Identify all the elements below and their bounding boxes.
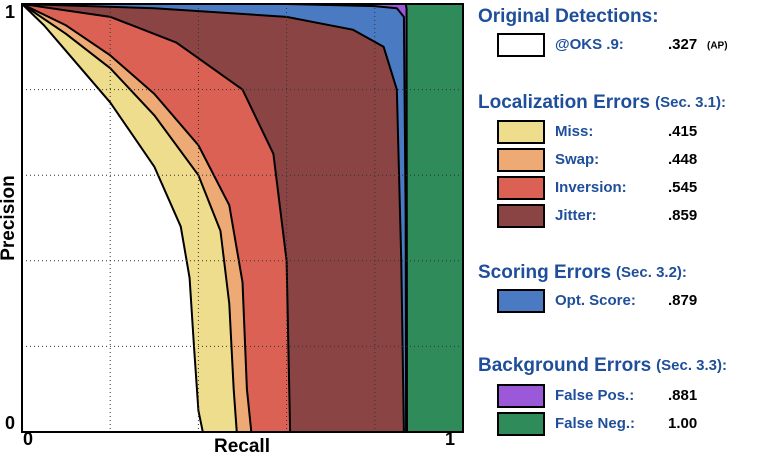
legend-label: Swap:	[555, 151, 599, 168]
legend-label: @OKS .9:	[555, 36, 624, 53]
legend-label: Jitter:	[555, 207, 597, 224]
legend-heading-section: (Sec. 3.2):	[616, 264, 687, 281]
legend-swatch	[497, 148, 545, 172]
area	[22, 4, 204, 432]
legend-label: Opt. Score:	[555, 292, 636, 309]
x-tick-label: 0	[23, 429, 33, 449]
legend-swatch	[497, 176, 545, 200]
legend-heading: Localization Errors (Sec. 3.1):	[478, 92, 726, 113]
legend-ap: .448	[668, 151, 697, 168]
legend-label: False Neg.:	[555, 415, 635, 432]
legend-ap: .415	[668, 123, 697, 140]
legend-heading: Background Errors (Sec. 3.3):	[478, 355, 727, 376]
legend-ap: .545	[668, 179, 697, 196]
legend-ap: .881	[668, 387, 697, 404]
legend-ap: .879	[668, 292, 697, 309]
legend-heading-section: (Sec. 3.3):	[656, 357, 727, 374]
legend-heading: Original Detections:	[478, 6, 659, 27]
legend-heading-title: Original Detections:	[478, 6, 659, 27]
legend-label: Miss:	[555, 123, 593, 140]
legend-heading-title: Scoring Errors	[478, 262, 611, 283]
legend-swatch	[497, 204, 545, 228]
legend-heading-section: (Sec. 3.1):	[655, 94, 726, 111]
legend-swatch	[497, 412, 545, 436]
y-axis-label: Precision	[0, 175, 19, 261]
y-tick-label: 0	[5, 413, 15, 433]
legend-ap: .327	[668, 36, 697, 53]
legend-swatch	[497, 384, 545, 408]
legend-ap: .859	[668, 207, 697, 224]
y-tick-label: 1	[5, 2, 15, 22]
legend-ap: 1.00	[668, 415, 697, 432]
legend-swatch	[497, 33, 545, 57]
legend: Original Detections: Localization Errors (…	[478, 6, 728, 436]
ap-note: (AP)	[707, 41, 728, 52]
legend-label: Inversion:	[555, 179, 627, 196]
x-axis-label: Recall	[214, 436, 270, 456]
x-tick-label: 1	[445, 429, 455, 449]
legend-swatch	[497, 120, 545, 144]
legend-heading-title: Background Errors	[478, 355, 651, 376]
legend-heading: Scoring Errors (Sec. 3.2):	[478, 262, 687, 283]
legend-swatch	[497, 289, 545, 313]
grid	[22, 4, 463, 432]
plot-areas	[22, 4, 463, 432]
legend-heading-title: Localization Errors	[478, 92, 650, 113]
legend-label: False Pos.:	[555, 387, 634, 404]
plot-border	[21, 3, 464, 433]
